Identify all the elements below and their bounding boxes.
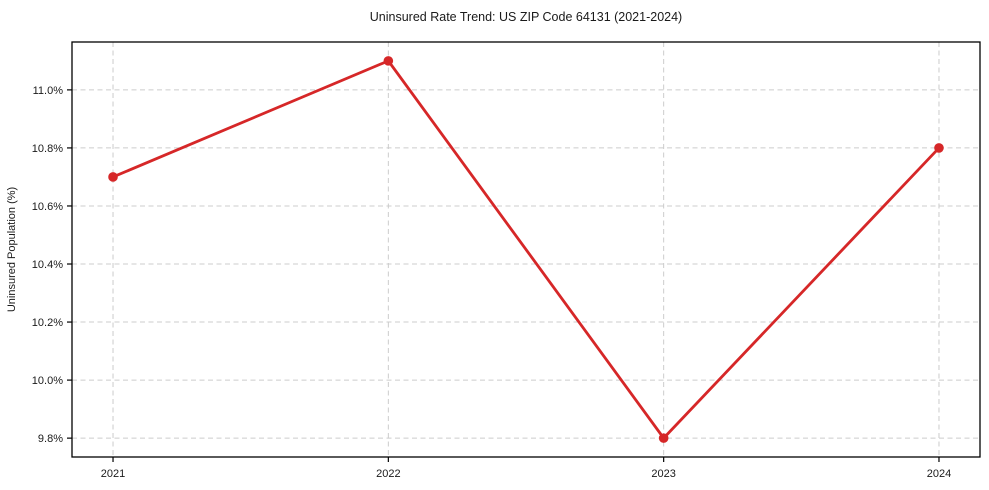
x-tick-label: 2023 <box>651 468 675 480</box>
y-tick-label: 9.8% <box>38 433 63 445</box>
trend-line <box>111 59 941 440</box>
y-tick-label: 10.0% <box>32 375 63 387</box>
y-tick-label: 10.6% <box>32 201 63 213</box>
data-point-marker <box>383 56 394 66</box>
x-tick-label: 2022 <box>376 468 400 480</box>
y-tick-label: 10.2% <box>32 317 63 329</box>
plot-area-border <box>71 41 981 458</box>
chart-title: Uninsured Rate Trend: US ZIP Code 64131 … <box>370 10 682 24</box>
x-tick-label: 2021 <box>101 468 125 480</box>
y-tick-label: 11.0% <box>33 85 64 97</box>
data-point-marker <box>658 433 669 443</box>
data-point-marker <box>934 143 944 153</box>
y-tick-label: 10.8% <box>32 143 63 155</box>
y-tick-label: 10.4% <box>32 259 63 271</box>
x-tick-label: 2024 <box>927 468 951 480</box>
data-point-marker <box>108 172 118 182</box>
y-axis-label: Uninsured Population (%) <box>6 187 18 312</box>
